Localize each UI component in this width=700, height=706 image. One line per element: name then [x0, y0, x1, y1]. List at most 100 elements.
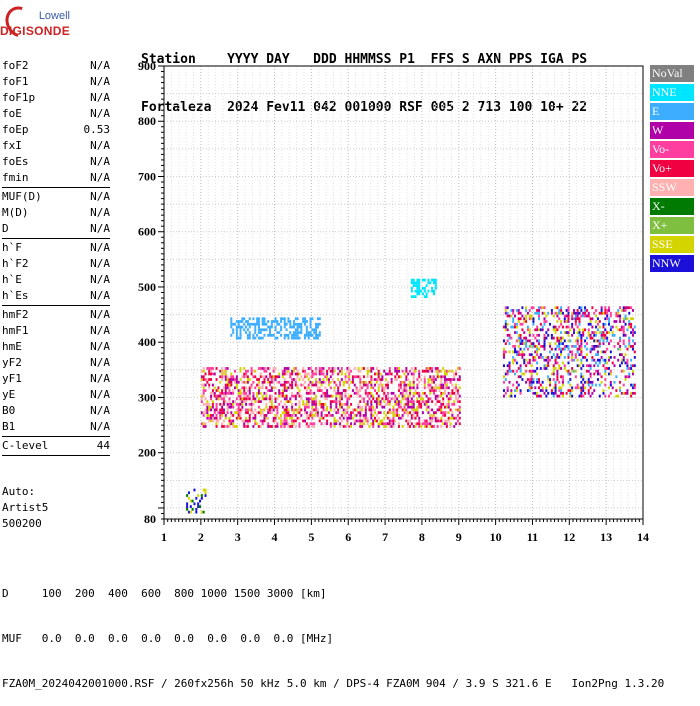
echo-point — [412, 278, 415, 282]
echo-point — [219, 375, 222, 379]
echo-point — [206, 405, 209, 409]
echo-point — [202, 367, 205, 370]
echo-point — [361, 408, 364, 412]
echo-point — [287, 386, 290, 390]
echo-point — [254, 322, 257, 326]
echo-point — [226, 425, 229, 428]
param-label: fxI — [2, 139, 22, 152]
echo-point — [215, 408, 218, 412]
echo-point — [578, 386, 581, 390]
echo-point — [320, 367, 323, 370]
echo-point — [287, 369, 290, 373]
y-tick-label: 500 — [138, 280, 156, 294]
echo-point — [431, 389, 434, 392]
echo-point — [370, 383, 373, 387]
echo-point — [261, 408, 264, 412]
echo-point — [313, 402, 316, 406]
echo-point — [230, 414, 233, 417]
param-value: N/A — [90, 388, 110, 401]
echo-point — [626, 317, 629, 321]
echo-point — [552, 369, 555, 373]
echo-point — [292, 369, 295, 373]
echo-point — [626, 361, 629, 365]
echo-point — [344, 372, 347, 376]
echo-point — [322, 369, 325, 373]
echo-point — [305, 411, 308, 415]
echo-point — [431, 378, 434, 381]
echo-point — [285, 322, 288, 326]
x-tick-label: 3 — [235, 530, 241, 544]
echo-point — [536, 394, 539, 398]
echo-point — [561, 311, 564, 315]
echo-point — [407, 419, 410, 423]
echo-point — [595, 383, 598, 387]
echo-point — [427, 397, 430, 401]
echo-point — [602, 350, 605, 354]
echo-point — [206, 380, 209, 384]
echo-point — [221, 367, 224, 370]
echo-point — [458, 367, 461, 370]
echo-point — [222, 391, 225, 395]
echo-point — [539, 394, 542, 398]
echo-point — [560, 342, 563, 345]
echo-point — [313, 331, 316, 334]
echo-point — [248, 389, 251, 392]
echo-point — [593, 347, 596, 351]
echo-point — [261, 320, 264, 323]
echo-point — [528, 386, 531, 390]
echo-point — [359, 416, 362, 420]
echo-point — [530, 364, 533, 368]
echo-point — [617, 342, 620, 345]
echo-point — [447, 378, 450, 381]
echo-point — [502, 353, 505, 357]
echo-point — [397, 400, 400, 403]
echo-point — [304, 336, 307, 340]
echo-point — [543, 347, 546, 351]
echo-point — [532, 322, 535, 326]
echo-point — [436, 369, 439, 373]
echo-point — [379, 383, 382, 387]
echo-point — [427, 378, 430, 381]
echo-point — [580, 350, 583, 354]
echo-point — [504, 378, 507, 381]
echo-point — [200, 397, 203, 401]
echo-point — [582, 331, 585, 334]
echo-point — [276, 331, 279, 334]
echo-point — [574, 320, 577, 323]
echo-point — [580, 380, 583, 384]
echo-point — [298, 336, 301, 340]
echo-point — [296, 372, 299, 376]
echo-point — [197, 494, 200, 497]
echo-point — [364, 389, 367, 392]
echo-point — [620, 391, 623, 395]
echo-point — [438, 394, 441, 398]
echo-point — [397, 425, 400, 428]
echo-point — [366, 391, 369, 395]
echo-point — [434, 367, 437, 370]
echo-point — [346, 408, 349, 412]
echo-point — [246, 320, 249, 323]
echo-point — [224, 369, 227, 373]
param-value: N/A — [90, 91, 110, 104]
echo-point — [211, 389, 214, 392]
echo-point — [421, 391, 424, 395]
echo-point — [364, 402, 367, 406]
echo-point — [348, 416, 351, 420]
echo-point — [289, 383, 292, 387]
echo-point — [613, 320, 616, 323]
echo-point — [256, 400, 259, 403]
echo-point — [370, 369, 373, 373]
echo-point — [576, 325, 579, 329]
echo-point — [412, 408, 415, 412]
echo-point — [626, 375, 629, 379]
echo-point — [543, 306, 546, 310]
echo-point — [339, 422, 342, 426]
echo-point — [421, 278, 424, 282]
echo-point — [245, 325, 248, 329]
echo-point — [425, 402, 428, 406]
echo-point — [410, 281, 413, 285]
echo-point — [239, 397, 242, 401]
echo-point — [337, 419, 340, 423]
echo-point — [388, 416, 391, 420]
echo-point — [528, 333, 531, 337]
